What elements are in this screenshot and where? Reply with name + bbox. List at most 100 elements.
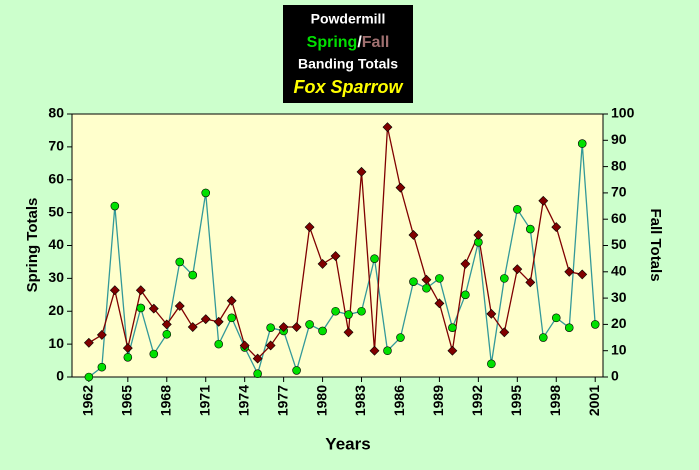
fall-point xyxy=(148,303,159,314)
y2-tick-label: 60 xyxy=(611,210,627,226)
spring-point xyxy=(435,274,444,283)
y2-tick-label: 40 xyxy=(611,263,627,279)
spring-point xyxy=(448,323,457,332)
fall-point xyxy=(200,314,211,325)
x-tick-label: 1992 xyxy=(469,385,485,416)
spring-point xyxy=(97,362,107,372)
fall-point xyxy=(460,258,471,269)
fall-point xyxy=(174,301,185,311)
fall-point xyxy=(109,285,120,296)
fall-point xyxy=(317,258,328,269)
fall-point xyxy=(343,327,354,338)
spring-point xyxy=(577,139,587,148)
fall-point xyxy=(551,222,562,233)
spring-point xyxy=(422,283,431,293)
series-line xyxy=(88,143,596,378)
spring-point xyxy=(564,323,574,332)
y-tick-label: 70 xyxy=(48,138,64,154)
spring-point xyxy=(253,369,262,379)
fall-point xyxy=(525,277,536,288)
fall-point xyxy=(408,230,419,240)
spring-point xyxy=(551,313,561,323)
y2-tick-label: 80 xyxy=(611,157,627,173)
spring-point xyxy=(123,352,133,362)
x-tick-label: 1974 xyxy=(235,385,251,416)
title-separator: / xyxy=(357,34,362,51)
plot-area xyxy=(71,113,604,378)
fall-point xyxy=(187,322,198,332)
spring-point xyxy=(370,254,379,263)
spring-point xyxy=(162,329,172,339)
fall-point xyxy=(382,122,393,133)
spring-point xyxy=(214,339,224,349)
y2-tick-label: 0 xyxy=(611,368,619,384)
chart-subtitle: Banding Totals xyxy=(298,56,398,72)
fall-point xyxy=(577,269,588,280)
fall-point xyxy=(96,329,107,340)
fall-point xyxy=(356,166,367,177)
fall-point xyxy=(473,230,484,240)
y-tick-label: 60 xyxy=(48,170,64,186)
spring-point xyxy=(344,310,353,319)
spring-point xyxy=(409,277,418,286)
y-tick-label: 0 xyxy=(56,368,64,384)
x-tick-label: 1998 xyxy=(547,385,563,416)
fall-point xyxy=(252,353,263,364)
y-tick-label: 20 xyxy=(48,302,64,318)
fall-point xyxy=(499,327,510,338)
fall-point xyxy=(265,340,276,351)
fall-point xyxy=(226,295,237,306)
x-tick-label: 1965 xyxy=(119,385,135,416)
y-tick-label: 10 xyxy=(48,335,64,351)
fall-point xyxy=(278,322,289,332)
y2-tick-label: 30 xyxy=(611,289,627,305)
x-tick-label: 2001 xyxy=(586,385,602,416)
fall-point xyxy=(291,322,302,332)
x-tick-label: 1995 xyxy=(508,385,524,416)
spring-point xyxy=(175,257,185,267)
fall-point xyxy=(213,316,224,327)
y-tick-label: 80 xyxy=(48,105,64,121)
chart-title: Powdermill xyxy=(311,11,386,27)
fall-point xyxy=(83,337,94,348)
legend-entry: Spring xyxy=(307,34,358,51)
x-tick-label: 1983 xyxy=(352,385,368,416)
spring-point xyxy=(487,359,496,369)
spring-point xyxy=(396,333,405,342)
spring-point xyxy=(227,313,236,323)
spring-point xyxy=(331,306,340,316)
fall-point xyxy=(161,319,172,330)
spring-point xyxy=(461,290,470,300)
spring-point xyxy=(318,326,327,336)
spring-point xyxy=(305,320,314,329)
fall-point xyxy=(538,195,549,206)
fall-point xyxy=(564,266,575,277)
y-axis-label: Spring Totals xyxy=(24,198,41,293)
x-tick-label: 1989 xyxy=(430,385,446,416)
fall-point xyxy=(369,345,380,356)
spring-point xyxy=(500,274,509,283)
spring-point xyxy=(136,303,146,313)
spring-point xyxy=(149,349,159,359)
y-tick-label: 50 xyxy=(48,203,64,219)
fall-point xyxy=(421,274,432,285)
fall-point xyxy=(239,340,250,351)
y-tick-label: 40 xyxy=(48,236,64,252)
spring-point xyxy=(201,188,211,198)
species-label: Fox Sparrow xyxy=(293,77,403,97)
fall-point xyxy=(304,222,315,233)
spring-point xyxy=(513,205,522,214)
x-tick-label: 1971 xyxy=(196,385,212,416)
y-tick-label: 30 xyxy=(48,269,64,285)
fall-point xyxy=(395,182,406,193)
y2-tick-label: 50 xyxy=(611,236,627,252)
y2-tick-label: 20 xyxy=(611,315,627,331)
x-tick-label: 1977 xyxy=(274,385,290,416)
legend-line: Spring/Fall xyxy=(307,34,390,51)
x-tick-label: 1986 xyxy=(391,385,407,416)
title-box xyxy=(283,5,413,103)
legend-entry: Fall xyxy=(362,34,390,51)
fall-point xyxy=(135,285,146,296)
x-axis-label: Years xyxy=(325,434,370,453)
